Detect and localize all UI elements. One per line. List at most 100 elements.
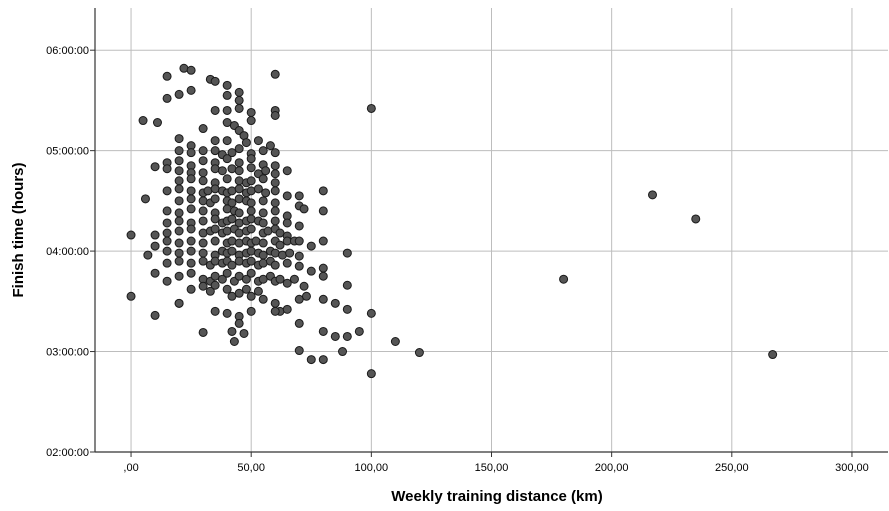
data-point bbox=[283, 192, 291, 200]
data-point bbox=[127, 231, 135, 239]
data-point bbox=[235, 185, 243, 193]
data-point bbox=[343, 281, 351, 289]
data-point bbox=[319, 327, 327, 335]
data-point bbox=[271, 261, 279, 269]
data-point bbox=[235, 96, 243, 104]
data-point bbox=[319, 187, 327, 195]
data-point bbox=[187, 237, 195, 245]
data-point bbox=[218, 167, 226, 175]
data-point bbox=[235, 289, 243, 297]
data-point bbox=[331, 332, 339, 340]
data-point bbox=[295, 252, 303, 260]
data-point bbox=[187, 149, 195, 157]
data-point bbox=[163, 94, 171, 102]
data-point bbox=[211, 106, 219, 114]
data-point bbox=[235, 209, 243, 217]
data-point bbox=[240, 329, 248, 337]
data-point bbox=[266, 142, 274, 150]
data-point bbox=[199, 239, 207, 247]
data-point bbox=[228, 327, 236, 335]
data-point bbox=[247, 199, 255, 207]
data-point bbox=[355, 327, 363, 335]
data-point bbox=[235, 88, 243, 96]
data-point bbox=[163, 229, 171, 237]
data-point bbox=[153, 119, 161, 127]
data-point bbox=[271, 111, 279, 119]
data-point bbox=[259, 209, 267, 217]
data-point bbox=[319, 264, 327, 272]
x-tick-label: 50,00 bbox=[237, 462, 265, 474]
data-point bbox=[175, 239, 183, 247]
y-axis-title: Finish time (hours) bbox=[10, 162, 27, 297]
data-point bbox=[163, 187, 171, 195]
data-point bbox=[187, 187, 195, 195]
data-point bbox=[319, 237, 327, 245]
data-point bbox=[235, 319, 243, 327]
data-point bbox=[211, 147, 219, 155]
data-points bbox=[127, 64, 777, 377]
data-point bbox=[228, 247, 236, 255]
data-point bbox=[199, 207, 207, 215]
data-point bbox=[211, 225, 219, 233]
data-point bbox=[199, 169, 207, 177]
data-point bbox=[187, 86, 195, 94]
data-point bbox=[175, 249, 183, 257]
data-point bbox=[259, 251, 267, 259]
data-point bbox=[343, 249, 351, 257]
data-point bbox=[247, 307, 255, 315]
data-point bbox=[223, 91, 231, 99]
data-point bbox=[235, 159, 243, 167]
data-point bbox=[175, 177, 183, 185]
data-point bbox=[199, 282, 207, 290]
data-point bbox=[343, 332, 351, 340]
data-point bbox=[175, 157, 183, 165]
data-point bbox=[247, 207, 255, 215]
data-point bbox=[295, 192, 303, 200]
data-point bbox=[187, 285, 195, 293]
data-point bbox=[769, 351, 777, 359]
data-point bbox=[163, 72, 171, 80]
data-point bbox=[163, 237, 171, 245]
data-point bbox=[259, 175, 267, 183]
data-point bbox=[223, 137, 231, 145]
data-point bbox=[247, 155, 255, 163]
data-point bbox=[199, 249, 207, 257]
data-point bbox=[295, 262, 303, 270]
data-point bbox=[228, 215, 236, 223]
data-point bbox=[235, 167, 243, 175]
data-point bbox=[271, 170, 279, 178]
data-point bbox=[163, 247, 171, 255]
data-point bbox=[211, 137, 219, 145]
x-tick-label: 250,00 bbox=[715, 462, 749, 474]
data-point bbox=[211, 77, 219, 85]
data-point bbox=[151, 242, 159, 250]
data-point bbox=[199, 177, 207, 185]
data-point bbox=[199, 328, 207, 336]
data-point bbox=[187, 66, 195, 74]
data-point bbox=[247, 164, 255, 172]
data-point bbox=[228, 261, 236, 269]
data-point bbox=[230, 338, 238, 346]
data-point bbox=[141, 195, 149, 203]
x-axis-title: Weekly training distance (km) bbox=[391, 488, 602, 505]
data-point bbox=[187, 195, 195, 203]
data-point bbox=[187, 247, 195, 255]
data-point bbox=[211, 281, 219, 289]
data-point bbox=[163, 277, 171, 285]
data-point bbox=[242, 139, 250, 147]
data-point bbox=[254, 287, 262, 295]
data-point bbox=[307, 242, 315, 250]
data-point bbox=[247, 177, 255, 185]
data-point bbox=[339, 348, 347, 356]
data-point bbox=[151, 311, 159, 319]
data-point bbox=[199, 257, 207, 265]
x-tick-label: 200,00 bbox=[595, 462, 629, 474]
data-point bbox=[247, 257, 255, 265]
data-point bbox=[262, 189, 270, 197]
data-point bbox=[247, 292, 255, 300]
data-point bbox=[276, 275, 284, 283]
data-point bbox=[175, 90, 183, 98]
data-point bbox=[175, 227, 183, 235]
data-point bbox=[247, 269, 255, 277]
data-point bbox=[254, 137, 262, 145]
